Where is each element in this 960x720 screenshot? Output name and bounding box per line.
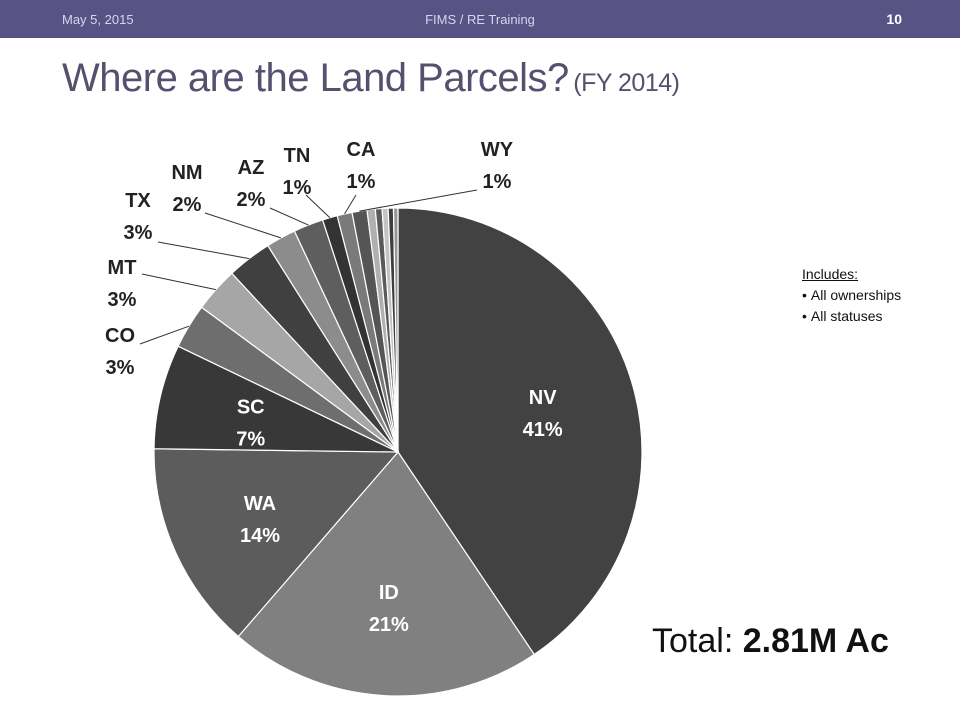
slide-title: Where are the Land Parcels? (FY 2014) — [62, 56, 680, 101]
slide-footer-title: FIMS / RE Training — [425, 12, 535, 27]
leader-line-nm — [204, 212, 282, 239]
includes-note: Includes: All ownerships All statuses — [802, 264, 901, 327]
leader-line-co — [139, 325, 190, 345]
slice-label-nv: NV — [529, 387, 557, 409]
total-value: 2.81M Ac — [742, 622, 889, 660]
leader-line-ca — [344, 194, 357, 215]
slice-value-nv: 41% — [523, 419, 563, 441]
total-acreage: Total: 2.81M Ac — [652, 622, 889, 661]
leader-line-wy — [359, 189, 478, 212]
slice-label-tn: TN — [284, 145, 311, 167]
pie-slice-sc — [153, 345, 399, 453]
slice-value-mt: 3% — [108, 289, 137, 311]
leader-line-mt — [141, 273, 217, 291]
slide-title-sub: (FY 2014) — [573, 69, 680, 97]
leader-line-tx — [157, 241, 250, 260]
slide-date: May 5, 2015 — [62, 12, 134, 27]
slice-value-wy: 1% — [483, 171, 512, 193]
slice-value-nm: 2% — [173, 194, 202, 216]
slice-value-sc: 7% — [236, 428, 265, 450]
pie-slice-id — [237, 451, 536, 697]
slide-header-bar: May 5, 2015 FIMS / RE Training 10 — [0, 0, 960, 38]
slide-title-main: Where are the Land Parcels? — [62, 56, 569, 100]
slice-value-tn: 1% — [283, 177, 312, 199]
slice-label-id: ID — [379, 582, 399, 604]
slice-value-az: 2% — [237, 189, 266, 211]
slice-value-co: 3% — [106, 357, 135, 379]
slice-label-wa: WA — [244, 493, 276, 515]
slide-page-number: 10 — [886, 11, 902, 27]
includes-item: All ownerships — [802, 285, 901, 306]
slice-label-co: CO — [105, 325, 135, 347]
slice-label-nm: NM — [171, 162, 202, 184]
total-label: Total: — [652, 622, 734, 660]
slice-label-az: AZ — [238, 157, 265, 179]
pie-slice-other — [392, 207, 399, 453]
pie-slice-wa — [153, 448, 400, 638]
slice-label-sc: SC — [237, 396, 265, 418]
slice-label-ca: CA — [347, 139, 376, 161]
slice-label-wy: WY — [481, 139, 514, 161]
pie-slice-nv — [397, 207, 643, 656]
includes-list: All ownerships All statuses — [802, 285, 901, 327]
slice-value-id: 21% — [369, 614, 409, 636]
leader-line-tn — [305, 194, 331, 219]
slice-value-tx: 3% — [124, 222, 153, 244]
includes-heading: Includes: — [802, 266, 859, 282]
includes-item: All statuses — [802, 306, 901, 327]
slice-value-wa: 14% — [240, 525, 280, 547]
slice-label-mt: MT — [108, 257, 137, 279]
slice-value-ca: 1% — [347, 171, 376, 193]
leader-line-az — [269, 207, 309, 226]
slice-label-tx: TX — [125, 190, 151, 212]
